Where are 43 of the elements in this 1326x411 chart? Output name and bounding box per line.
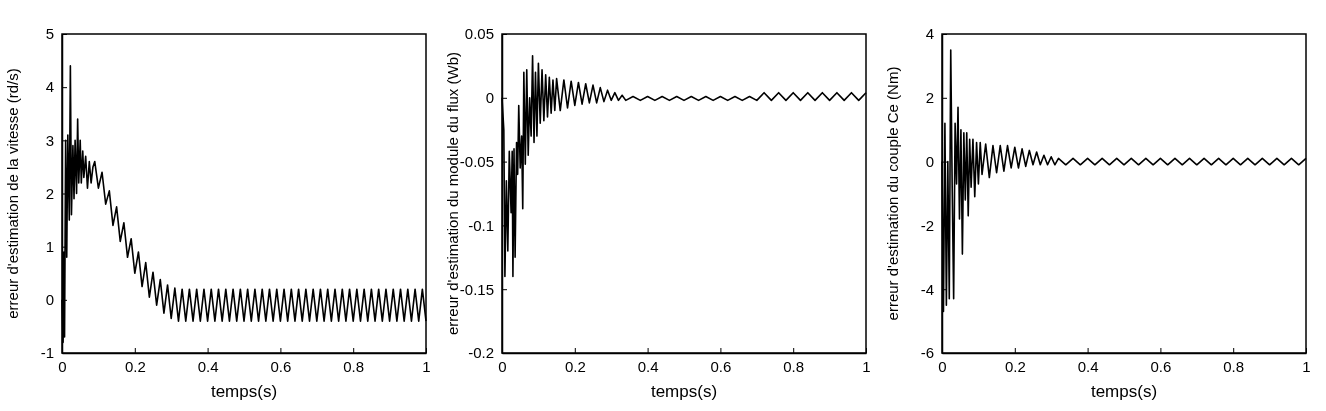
y-tick-label: -0.1 (468, 216, 494, 234)
x-tick-label: 1 (1302, 357, 1311, 375)
y-axis-title: erreur d'estimation du couple Ce (Nm) (884, 66, 901, 321)
x-tick-label: 0.4 (1077, 357, 1099, 375)
y-tick-label: 0 (45, 291, 54, 309)
x-tick-label: 0.8 (783, 357, 805, 375)
y-tick-label: -0.2 (468, 344, 494, 362)
x-tick-label: 0.6 (710, 357, 732, 375)
y-tick-label: 0 (485, 89, 494, 107)
y-tick-label: -6 (920, 344, 934, 362)
y-tick-label: -2 (920, 216, 934, 234)
x-tick-label: 0.6 (270, 357, 292, 375)
x-axis-title: temps(s) (1090, 382, 1158, 401)
y-tick-label: 4 (45, 78, 54, 96)
x-axis-title: temps(s) (210, 382, 278, 401)
y-tick-label: 1 (45, 237, 54, 255)
x-tick-label: 1 (862, 357, 871, 375)
x-axis-title: temps(s) (650, 382, 718, 401)
y-axis-title: erreur d'estimation de la vitesse (rd/s) (4, 68, 21, 319)
y-tick-label: 0 (925, 152, 934, 170)
y-tick-label: -1 (40, 344, 54, 362)
x-tick-label: 0.8 (343, 357, 365, 375)
y-tick-label: 2 (45, 184, 54, 202)
y-axis-title: erreur d'estimation du module du flux (Wb) (444, 52, 461, 335)
x-tick-label: 0.8 (1223, 357, 1245, 375)
x-tick-label: 0 (498, 357, 507, 375)
x-tick-label: 1 (422, 357, 431, 375)
y-tick-label: 2 (925, 89, 934, 107)
x-tick-label: 0.4 (197, 357, 219, 375)
y-tick-label: -4 (920, 280, 934, 298)
x-tick-label: 0 (58, 357, 67, 375)
y-tick-label: -0.15 (459, 280, 494, 298)
x-tick-label: 0.2 (1004, 357, 1026, 375)
x-tick-label: 0.2 (124, 357, 146, 375)
y-tick-label: 3 (45, 131, 54, 149)
x-tick-label: 0.6 (1150, 357, 1172, 375)
y-tick-label: 0.05 (464, 25, 494, 43)
x-tick-label: 0.4 (637, 357, 659, 375)
y-tick-label: 4 (925, 25, 934, 43)
x-tick-label: 0 (938, 357, 947, 375)
y-tick-label: 5 (45, 25, 54, 43)
y-tick-label: -0.05 (459, 152, 494, 170)
x-tick-label: 0.2 (564, 357, 586, 375)
